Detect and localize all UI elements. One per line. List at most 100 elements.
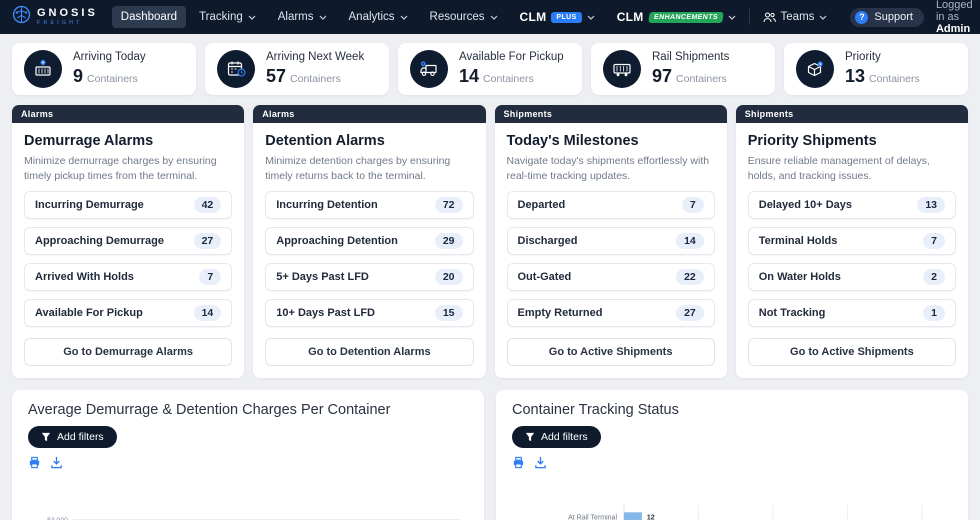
list-item-arrived-with-holds[interactable]: Arrived With Holds 7: [24, 263, 233, 292]
chevron-down-icon: [490, 15, 497, 20]
chevron-down-icon: [587, 15, 595, 20]
stat-card-rail-shipments[interactable]: Rail Shipments 97 Containers: [591, 43, 775, 95]
stat-card-priority[interactable]: Priority 13 Containers: [784, 43, 968, 95]
chevron-down-icon: [400, 15, 407, 20]
panel-priority-shipments: Shipments Priority Shipments Ensure reli…: [735, 105, 968, 379]
brand-name: GNOSIS: [37, 7, 98, 19]
nav-item-analytics[interactable]: Analytics: [340, 6, 417, 28]
brain-logo-icon: [12, 5, 31, 29]
list-item-on-water-holds[interactable]: On Water Holds 2: [747, 263, 956, 292]
add-filters-button[interactable]: Add filters: [28, 426, 117, 449]
list-item-approaching-demurrage[interactable]: Approaching Demurrage 27: [24, 227, 233, 256]
nav-divider: [748, 9, 750, 25]
count-badge: 72: [434, 197, 463, 214]
print-icon[interactable]: [512, 456, 525, 469]
line-chart-demurrage-detention[interactable]: $0$1,000$2,000$3,000$2,340.00$1,950.00$4…: [28, 473, 468, 520]
dashboard-main: Arriving Today 9 Containers Arriving Next…: [0, 34, 980, 520]
stat-value: 14: [459, 66, 480, 86]
print-icon[interactable]: [28, 456, 41, 469]
chart-card-container-tracking: Container Tracking Status Add filters St…: [496, 390, 968, 520]
stat-title: Available For Pickup: [459, 51, 564, 63]
go-to-detention-alarms-button[interactable]: Go to Detention Alarms: [265, 338, 474, 367]
add-filters-button[interactable]: Add filters: [512, 426, 601, 449]
stat-title: Arriving Next Week: [266, 51, 365, 63]
nav-item-teams[interactable]: Teams: [754, 6, 837, 28]
count-badge: 2: [923, 269, 945, 286]
support-button[interactable]: ? Support: [850, 7, 924, 27]
panel-todays-milestones: Shipments Today's Milestones Navigate to…: [494, 105, 727, 379]
stats-row: Arriving Today 9 Containers Arriving Next…: [12, 43, 968, 95]
panel-title: Detention Alarms: [265, 133, 385, 149]
stat-card-arriving-next-week[interactable]: Arriving Next Week 57 Containers: [205, 43, 389, 95]
stat-unit: Containers: [869, 73, 920, 85]
stat-unit: Containers: [483, 73, 534, 85]
list-item-5-days-past-lfd[interactable]: 5+ Days Past LFD 20: [265, 263, 474, 292]
stat-value: 13: [845, 66, 866, 86]
panel-description: Navigate today's shipments effortlessly …: [506, 155, 710, 182]
go-to-active-shipments-button[interactable]: Go to Active Shipments: [747, 338, 956, 367]
list-item-10-days-past-lfd[interactable]: 10+ Days Past LFD 15: [265, 299, 474, 328]
priority-box-icon: [796, 50, 834, 88]
nav-item-clm-plus[interactable]: CLM PLUS: [511, 5, 604, 29]
panel-category-tag: Alarms: [253, 105, 486, 123]
list-item-not-tracking[interactable]: Not Tracking 1: [747, 299, 956, 328]
stat-unit: Containers: [290, 73, 341, 85]
list-item-out-gated[interactable]: Out-Gated 22: [506, 263, 715, 292]
chevron-down-icon: [248, 15, 256, 20]
plus-badge: PLUS: [551, 11, 582, 23]
download-icon[interactable]: [534, 456, 547, 469]
nav-item-alarms[interactable]: Alarms: [269, 6, 336, 28]
help-icon: ?: [855, 10, 869, 24]
nav-item-resources[interactable]: Resources: [421, 6, 507, 28]
brand-subtitle: FREIGHT: [37, 20, 83, 26]
nav-item-clm-enhancements[interactable]: CLM ENHANCEMENTS: [608, 5, 745, 29]
panel-category-tag: Shipments: [735, 105, 968, 123]
chevron-down-icon: [728, 15, 735, 20]
list-item-available-for-pickup[interactable]: Available For Pickup 14: [24, 299, 233, 328]
count-badge: 27: [193, 233, 222, 250]
list-item-approaching-detention[interactable]: Approaching Detention 29: [265, 227, 474, 256]
list-item-terminal-holds[interactable]: Terminal Holds 7: [747, 227, 956, 256]
list-item-incurring-detention[interactable]: Incurring Detention 72: [265, 191, 474, 220]
count-badge: 22: [676, 269, 704, 286]
go-to-demurrage-alarms-button[interactable]: Go to Demurrage Alarms: [24, 338, 233, 367]
stat-title: Rail Shipments: [652, 51, 730, 63]
list-item-empty-returned[interactable]: Empty Returned 27: [506, 299, 715, 328]
container-pin-icon: [24, 50, 62, 88]
bar-chart-container-tracking-status[interactable]: StatusAt Rail Terminal12At Terminal51Awa…: [512, 473, 952, 520]
download-icon[interactable]: [50, 456, 63, 469]
list-item-discharged[interactable]: Discharged 14: [506, 227, 715, 256]
stat-card-arriving-today[interactable]: Arriving Today 9 Containers: [12, 43, 196, 95]
stat-value: 97: [652, 66, 673, 86]
chart-card-demurrage-detention: Average Demurrage & Detention Charges Pe…: [12, 390, 484, 520]
chart-title: Average Demurrage & Detention Charges Pe…: [28, 402, 391, 419]
panels-row: Alarms Demurrage Alarms Minimize demurra…: [12, 105, 968, 379]
rail-car-icon: [603, 50, 641, 88]
stat-card-available-for-pickup[interactable]: Available For Pickup 14 Containers: [398, 43, 582, 95]
chevron-down-icon: [319, 15, 326, 20]
count-badge: 7: [923, 233, 945, 250]
stat-title: Arriving Today: [73, 51, 146, 63]
list-item-departed[interactable]: Departed 7: [506, 191, 715, 220]
chart-title: Container Tracking Status: [512, 402, 679, 419]
brand-logo[interactable]: GNOSIS FREIGHT: [12, 5, 98, 29]
svg-text:At Rail Terminal: At Rail Terminal: [568, 515, 617, 520]
truck-gear-icon: [410, 50, 448, 88]
count-badge: 14: [676, 233, 704, 250]
nav-item-tracking[interactable]: Tracking: [190, 6, 265, 28]
nav-item-dashboard[interactable]: Dashboard: [111, 6, 187, 28]
teams-icon: [763, 12, 776, 22]
list-item-incurring-demurrage[interactable]: Incurring Demurrage 42: [24, 191, 233, 220]
stat-value: 9: [73, 66, 84, 86]
list-item-delayed-10-days[interactable]: Delayed 10+ Days 13: [747, 191, 956, 220]
count-badge: 20: [434, 269, 463, 286]
top-navbar: GNOSIS FREIGHT Dashboard Tracking Alarms…: [0, 0, 980, 35]
stat-value: 57: [266, 66, 287, 86]
panel-demurrage-alarms: Alarms Demurrage Alarms Minimize demurra…: [12, 105, 245, 379]
stat-unit: Containers: [676, 73, 727, 85]
funnel-icon: [525, 433, 535, 442]
count-badge: 15: [434, 305, 463, 322]
panel-description: Minimize detention charges by ensuring t…: [265, 155, 451, 182]
panel-category-tag: Alarms: [12, 105, 245, 123]
go-to-active-shipments-button[interactable]: Go to Active Shipments: [506, 338, 715, 367]
